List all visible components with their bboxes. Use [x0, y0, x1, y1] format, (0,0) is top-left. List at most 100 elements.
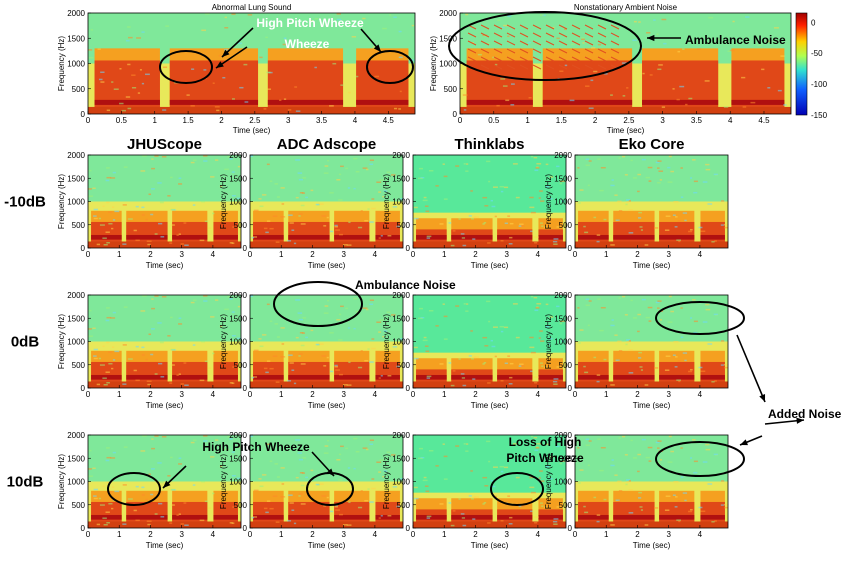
y-tick-label: 1500 [392, 454, 410, 463]
noise-speckle [529, 196, 534, 199]
noise-speckle [266, 303, 270, 306]
x-tick-label: 4 [698, 530, 703, 539]
noise-speckle [99, 504, 105, 506]
noise-speckle [219, 465, 223, 468]
noise-speckle [413, 486, 418, 489]
noise-speckle [541, 225, 544, 227]
noise-speckle [151, 307, 155, 310]
noise-speckle [663, 42, 667, 45]
noise-speckle [231, 242, 235, 244]
ambulance-streak [597, 24, 607, 30]
y-tick-label: 1500 [229, 174, 247, 183]
noise-speckle [357, 366, 363, 369]
noise-speckle [287, 109, 292, 111]
noise-speckle [368, 501, 374, 503]
noise-speckle [463, 443, 466, 445]
energy-peak [213, 514, 238, 520]
noise-speckle [639, 506, 643, 508]
noise-speckle [585, 438, 590, 440]
noise-speckle [183, 362, 187, 364]
noise-speckle [626, 339, 630, 341]
noise-speckle [122, 484, 127, 486]
noise-speckle [462, 94, 468, 96]
x-tick-label: 4 [373, 530, 378, 539]
noise-speckle [590, 79, 594, 82]
noise-speckle [88, 57, 94, 59]
noise-speckle [680, 336, 684, 338]
noise-speckle [711, 381, 715, 383]
noise-speckle [112, 486, 115, 488]
noise-speckle [265, 511, 269, 514]
noise-speckle [614, 194, 618, 196]
noise-speckle [378, 191, 382, 193]
low-freq-floor [88, 241, 241, 248]
spectrogram-top [459, 12, 792, 115]
noise-speckle [281, 203, 285, 205]
noise-speckle [357, 506, 363, 509]
noise-speckle [644, 524, 649, 526]
noise-speckle [339, 233, 343, 236]
y-axis-label: Frequency (Hz) [57, 174, 66, 229]
noise-speckle [329, 332, 334, 334]
ambulance-streak [519, 24, 529, 30]
noise-speckle [151, 158, 154, 160]
noise-speckle [335, 229, 340, 231]
noise-speckle [585, 85, 590, 87]
energy-peak [334, 234, 370, 240]
noise-speckle [682, 48, 685, 50]
noise-speckle [369, 439, 375, 442]
noise-speckle [170, 504, 175, 506]
noise-speckle [184, 384, 189, 386]
noise-speckle [596, 374, 601, 376]
noise-speckle [520, 505, 525, 507]
noise-speckle [219, 325, 223, 328]
noise-speckle [468, 355, 472, 357]
noise-speckle [280, 200, 284, 203]
x-tick-label: 1 [117, 250, 122, 259]
y-tick-label: 1500 [554, 314, 572, 323]
noise-speckle [148, 473, 152, 476]
noise-speckle [145, 218, 148, 221]
row-label: -10dB [4, 194, 46, 211]
ambulance-streak [519, 64, 529, 70]
noise-speckle [599, 469, 604, 472]
ambulance-streak [480, 48, 490, 54]
noise-speckle [700, 370, 706, 372]
energy-peak [700, 514, 725, 520]
noise-speckle [371, 347, 376, 350]
noise-speckle [603, 218, 607, 221]
noise-speckle [387, 374, 392, 377]
noise-speckle [355, 450, 360, 453]
noise-speckle [470, 498, 474, 500]
noise-speckle [204, 360, 208, 363]
noise-speckle [231, 171, 235, 173]
x-tick-label: 3 [179, 390, 184, 399]
noise-speckle [102, 237, 107, 239]
row-label: 10dB [7, 474, 44, 491]
noise-speckle [472, 378, 476, 380]
noise-speckle [147, 383, 151, 386]
noise-speckle [96, 523, 101, 526]
noise-speckle [329, 230, 334, 233]
ambulance-streak [493, 48, 503, 54]
y-tick-label: 500 [559, 221, 573, 230]
ambulance-streak [532, 64, 542, 70]
noise-speckle [541, 505, 544, 507]
x-tick-label: 2 [635, 390, 640, 399]
noise-speckle [334, 225, 338, 228]
noise-speckle [398, 108, 401, 110]
noise-speckle [425, 350, 430, 353]
noise-speckle [112, 346, 115, 348]
noise-speckle [539, 502, 543, 504]
noise-speckle [159, 201, 164, 204]
noise-speckle [630, 299, 633, 302]
noise-speckle [131, 87, 137, 89]
noise-speckle [488, 180, 491, 183]
y-tick-label: 1000 [392, 198, 410, 207]
noise-speckle [693, 191, 698, 194]
noise-speckle [159, 341, 164, 344]
noise-speckle [229, 438, 233, 440]
noise-speckle [583, 225, 586, 228]
noise-speckle [93, 497, 98, 500]
x-axis-label: Time (sec) [146, 261, 184, 270]
